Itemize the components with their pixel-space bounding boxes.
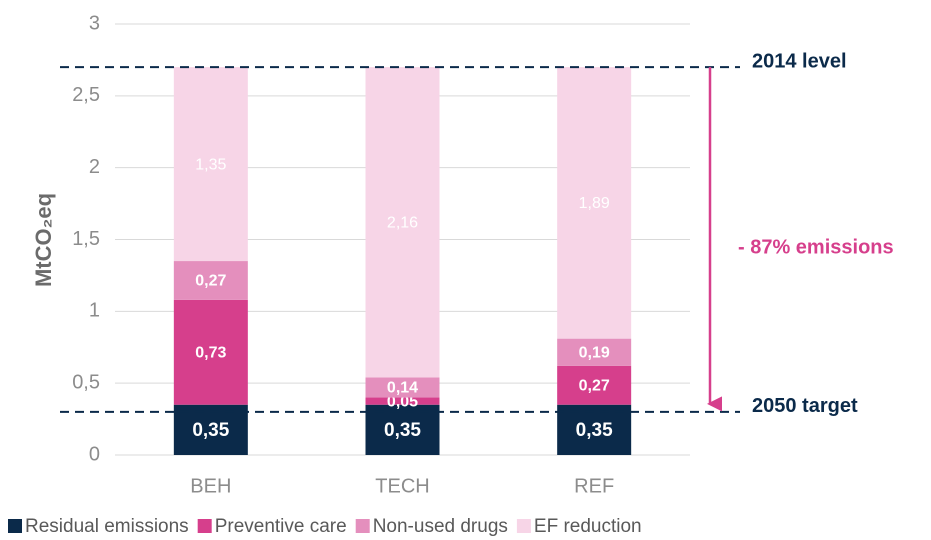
legend-swatch [355,519,370,533]
x-tick-label: REF [574,475,614,497]
legend-swatch [197,519,212,533]
data-label: 1,35 [195,156,226,173]
data-label: 0,27 [579,378,610,395]
y-axis-label: MtCO₂eq [31,193,56,287]
y-tick-label: 2 [89,156,100,178]
y-tick-label: 1 [89,300,100,322]
y-tick-label: 1,5 [72,228,100,250]
y-tick-label: 0 [89,443,100,465]
data-label: 0,73 [195,344,226,361]
bar-segment [557,404,632,455]
legend-swatch [516,519,531,533]
data-label: 0,35 [384,420,421,441]
data-label: 0,14 [387,380,418,397]
data-label: 1,89 [579,195,610,212]
data-label: 0,19 [579,344,610,361]
bar-segment [557,365,632,405]
data-label: 0,05 [387,393,418,410]
legend-label: Residual emissions [25,516,189,537]
reference-label: 2014 level [752,50,847,72]
bar-segment [557,67,632,339]
bar-segment [173,404,248,455]
reference-label: 2050 target [752,395,858,417]
bar-segment [557,338,632,366]
y-tick-label: 0,5 [72,371,100,393]
legend-label: Preventive care [215,516,347,537]
bar-segment [365,404,440,455]
bar-segment [173,67,248,262]
bar-segment [365,67,440,378]
annotation: - 87% emissions [738,236,894,258]
x-tick-label: TECH [375,475,429,497]
bar-segment [365,397,440,405]
data-label: 0,35 [192,420,229,441]
y-tick-label: 3 [89,12,100,34]
data-label: 2,16 [387,214,418,231]
legend-swatch [8,519,22,533]
bar-segment [365,377,440,398]
data-label: 0,35 [576,420,613,441]
legend-label: Non-used drugs [373,516,508,537]
legend-label: EF reduction [534,516,642,537]
data-label: 0,27 [195,273,226,290]
bar-segment [173,299,248,405]
y-tick-label: 2,5 [72,84,100,106]
x-tick-label: BEH [190,475,231,497]
bar-segment [173,261,248,300]
